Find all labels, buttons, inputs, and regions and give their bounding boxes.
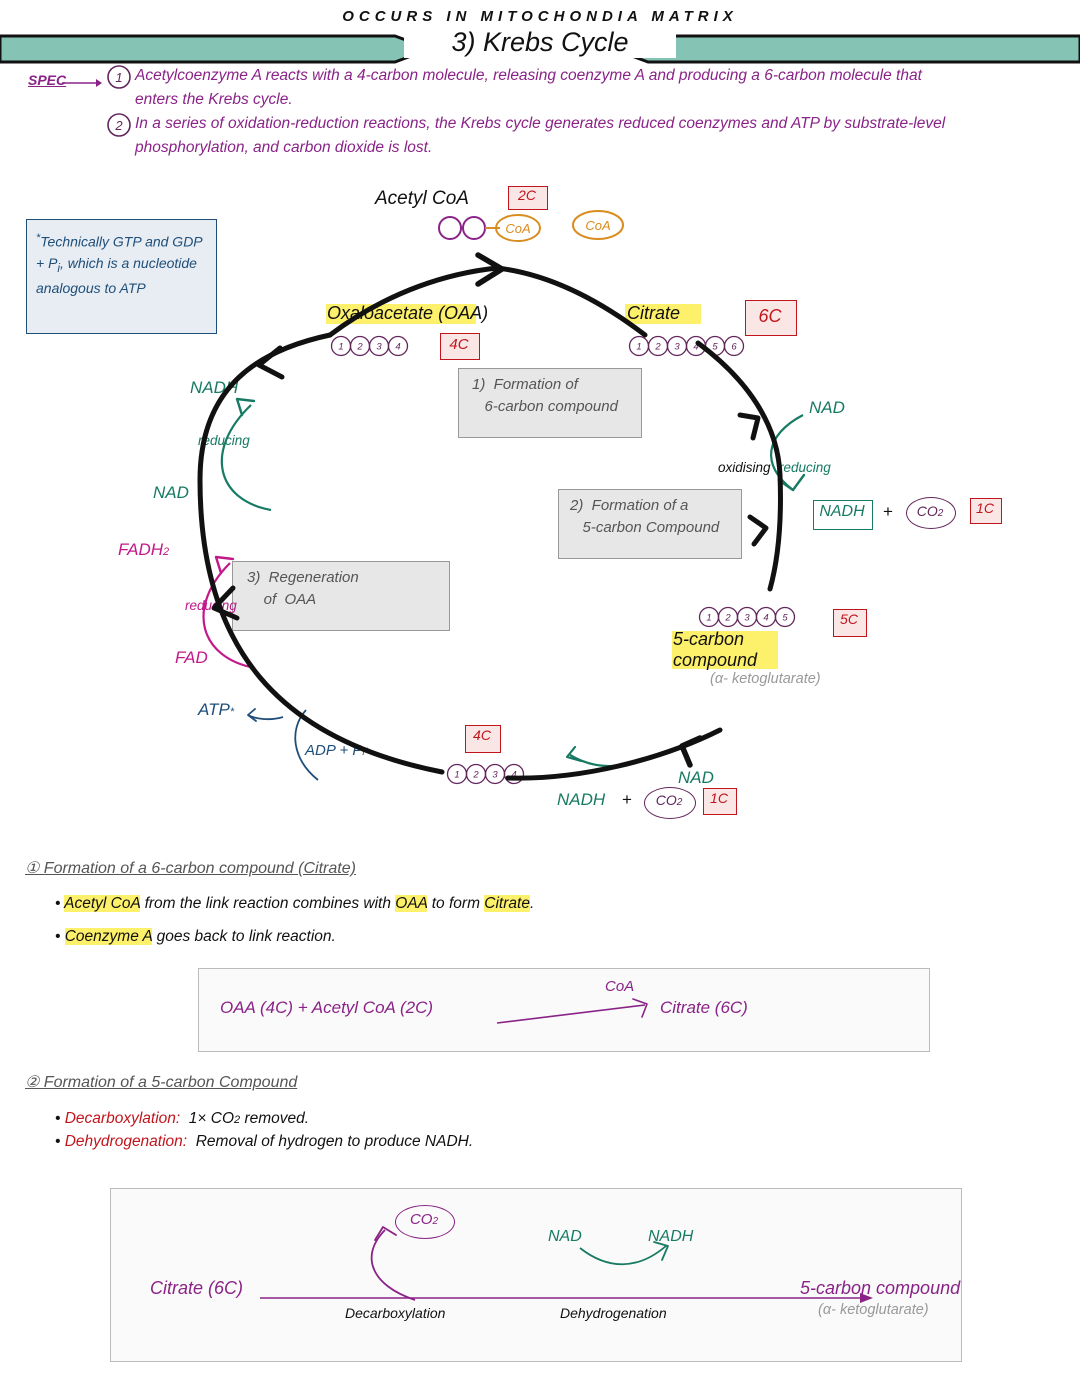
svg-text:1: 1 (115, 70, 122, 85)
svg-text:CoA: CoA (585, 218, 610, 233)
svg-text:2: 2 (114, 118, 123, 133)
svg-text:CoA: CoA (505, 221, 530, 236)
